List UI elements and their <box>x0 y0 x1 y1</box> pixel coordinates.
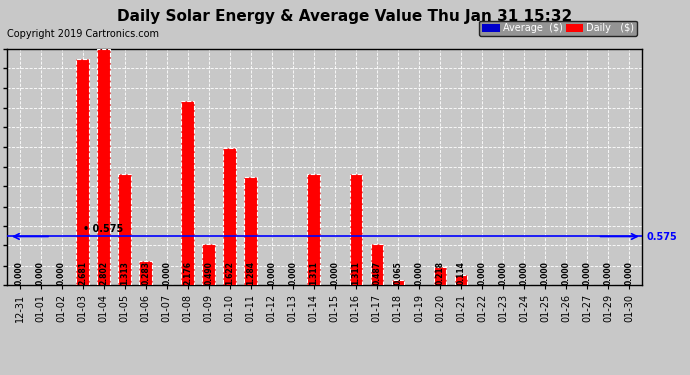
Text: 1.313: 1.313 <box>120 261 129 285</box>
Text: 1.311: 1.311 <box>351 261 360 285</box>
Text: 1.311: 1.311 <box>309 261 318 285</box>
Text: 0.000: 0.000 <box>15 261 24 285</box>
Text: 0.218: 0.218 <box>435 261 444 285</box>
Bar <box>350 174 362 285</box>
Text: 0.000: 0.000 <box>36 261 45 285</box>
Text: 0.000: 0.000 <box>562 261 571 285</box>
Text: 0.283: 0.283 <box>141 261 150 285</box>
Bar <box>455 275 467 285</box>
Bar <box>433 267 446 285</box>
Text: 0.065: 0.065 <box>393 261 402 285</box>
Text: 0.000: 0.000 <box>57 261 66 285</box>
Text: 0.000: 0.000 <box>415 261 424 285</box>
Text: 1.622: 1.622 <box>225 261 234 285</box>
Text: 0.000: 0.000 <box>267 261 276 285</box>
Bar <box>244 177 257 285</box>
Bar <box>97 49 110 285</box>
Bar <box>77 59 89 285</box>
Text: Daily Solar Energy & Average Value Thu Jan 31 15:32: Daily Solar Energy & Average Value Thu J… <box>117 9 573 24</box>
Text: 0.000: 0.000 <box>162 261 171 285</box>
Text: • 0.575: • 0.575 <box>83 224 123 234</box>
Bar <box>391 279 404 285</box>
Bar <box>118 174 131 285</box>
Bar <box>139 261 152 285</box>
Text: 0.000: 0.000 <box>540 261 549 285</box>
Text: 0.000: 0.000 <box>604 261 613 285</box>
Text: 0.487: 0.487 <box>373 261 382 285</box>
Text: 2.176: 2.176 <box>183 261 193 285</box>
Text: 1.284: 1.284 <box>246 261 255 285</box>
Text: 0.000: 0.000 <box>520 261 529 285</box>
Bar <box>308 174 320 285</box>
Text: 0.000: 0.000 <box>624 261 633 285</box>
Text: 2.802: 2.802 <box>99 261 108 285</box>
Text: 0.490: 0.490 <box>204 261 213 285</box>
Text: 0.114: 0.114 <box>456 261 466 285</box>
Legend: Average  ($), Daily   ($): Average ($), Daily ($) <box>480 21 637 36</box>
Bar <box>224 148 236 285</box>
Text: 2.681: 2.681 <box>78 261 87 285</box>
Bar <box>202 244 215 285</box>
Text: 0.000: 0.000 <box>498 261 507 285</box>
Bar <box>181 101 194 285</box>
Text: 0.000: 0.000 <box>288 261 297 285</box>
Text: 0.000: 0.000 <box>582 261 591 285</box>
Text: 0.000: 0.000 <box>331 261 339 285</box>
Bar <box>371 244 383 285</box>
Text: 0.000: 0.000 <box>477 261 486 285</box>
Text: Copyright 2019 Cartronics.com: Copyright 2019 Cartronics.com <box>7 29 159 39</box>
